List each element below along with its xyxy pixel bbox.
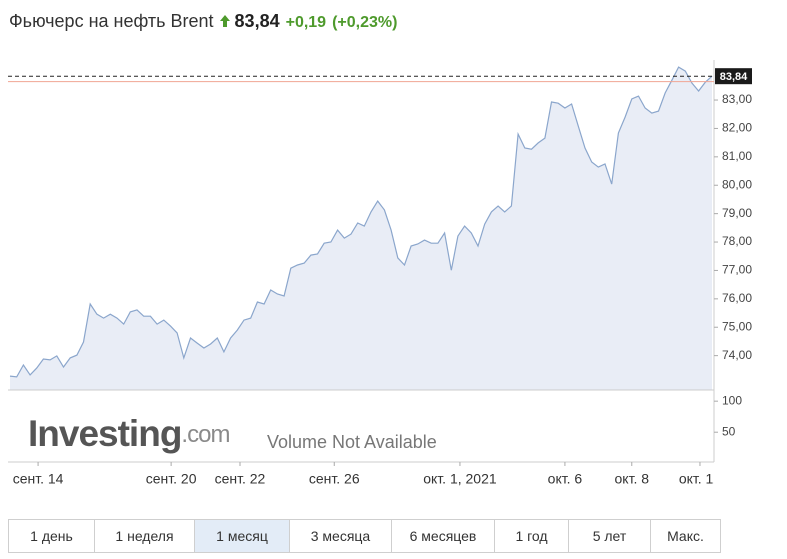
x-tick-label: сент. 22 bbox=[215, 471, 266, 487]
x-tick-label: сент. 26 bbox=[309, 471, 360, 487]
range-button[interactable]: 5 лет bbox=[569, 520, 651, 552]
chart: Investing.com Volume Not Available 74,00… bbox=[8, 60, 752, 487]
header: Фьючерс на нефть Brent 83,84 +0,19 (+0,23%… bbox=[9, 11, 397, 32]
title: Фьючерс на нефть Brent bbox=[9, 11, 214, 31]
range-button[interactable]: 6 месяцев bbox=[392, 520, 495, 552]
price: 83,84 bbox=[234, 11, 280, 31]
last-price-label: 83,84 bbox=[720, 71, 748, 83]
x-axis: сент. 14 сент. 20 сент. 22 сент. 26 окт. 1, … bbox=[13, 462, 721, 487]
x-tick-label: окт. 12 bbox=[679, 471, 721, 487]
range-button[interactable]: 1 неделя bbox=[95, 520, 195, 552]
x-tick-label: сент. 20 bbox=[146, 471, 197, 487]
last-price-box bbox=[715, 68, 752, 85]
y-tick-label: 75,00 bbox=[722, 319, 752, 333]
area-fill bbox=[10, 67, 712, 390]
price-line bbox=[9, 66, 713, 378]
logo-main: Investing bbox=[28, 413, 181, 454]
logo-suffix: .com bbox=[181, 421, 229, 448]
x-tick-label: окт. 6 bbox=[548, 471, 583, 487]
range-button[interactable]: 1 год bbox=[495, 520, 569, 552]
x-tick-label: окт. 1, 2021 bbox=[423, 471, 497, 487]
y-tick-label: 77,00 bbox=[722, 263, 752, 277]
up-arrow bbox=[219, 15, 230, 27]
range-button[interactable]: 1 месяц bbox=[195, 520, 290, 552]
range-button[interactable]: 1 день bbox=[9, 520, 95, 552]
y-tick-label: 81,00 bbox=[722, 149, 752, 163]
change: +0,19 bbox=[285, 14, 327, 31]
range-button[interactable]: Макс. bbox=[651, 520, 721, 552]
range-button[interactable]: 3 месяца bbox=[290, 520, 392, 552]
y-tick-label: 80,00 bbox=[722, 177, 752, 191]
x-tick-label: сент. 14 bbox=[13, 471, 64, 487]
logo: Investing.com bbox=[28, 413, 229, 454]
y-tick-label: 76,00 bbox=[722, 291, 752, 305]
y-tick-label: 78,00 bbox=[722, 234, 752, 248]
y-tick-label: 82,00 bbox=[722, 121, 752, 135]
y-tick-label: 79,00 bbox=[722, 206, 752, 220]
y-tick-label: 74,00 bbox=[722, 348, 752, 362]
volume-note: Volume Not Available bbox=[267, 432, 437, 452]
range-buttons: 1 день 1 неделя 1 месяц 3 месяца 6 месяцев 1 … bbox=[8, 519, 721, 553]
volume-tick-label: 100 bbox=[722, 393, 742, 407]
x-tick-label: окт. 8 bbox=[615, 471, 650, 487]
volume-tick-label: 50 bbox=[722, 424, 736, 438]
change-pct: (+0,23%) bbox=[332, 14, 398, 31]
y-tick-label: 83,00 bbox=[722, 92, 752, 106]
